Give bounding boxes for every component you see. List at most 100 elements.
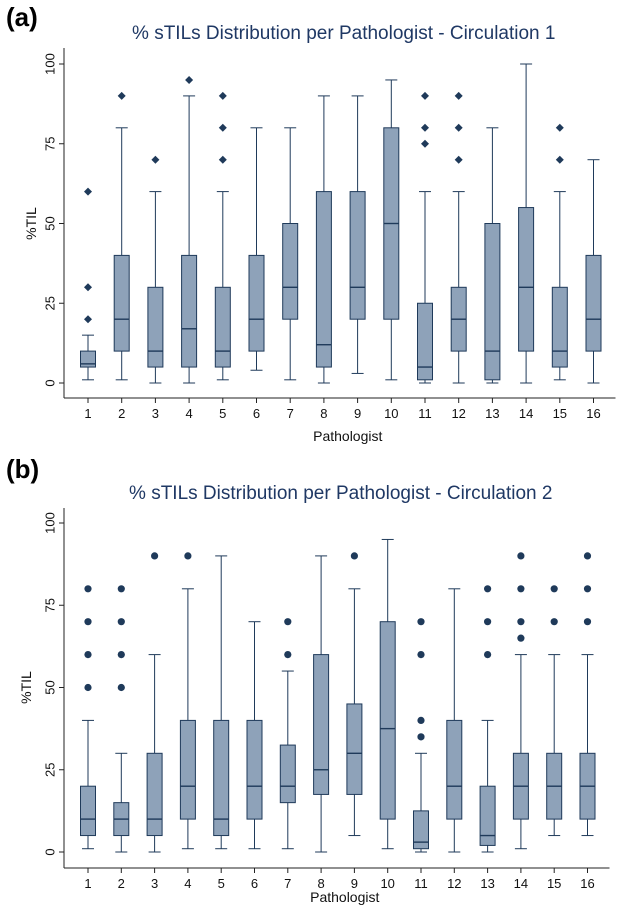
iqr-box xyxy=(484,223,501,381)
iqr-box xyxy=(446,719,463,820)
y-tick-label: 25 xyxy=(43,296,58,310)
box-group-pathologist-14: 14 xyxy=(518,63,535,421)
y-tick-label: 0 xyxy=(43,379,58,386)
iqr-box xyxy=(313,654,330,795)
outlier-point xyxy=(84,618,92,626)
x-tick-label: 2 xyxy=(118,876,125,891)
outlier-point xyxy=(218,123,227,132)
x-tick-label: 4 xyxy=(184,876,191,891)
iqr-box xyxy=(214,286,231,368)
x-tick-label: 12 xyxy=(451,406,465,421)
x-axis-label: Pathologist xyxy=(310,889,379,905)
y-tick-label: 100 xyxy=(43,53,58,75)
box-group-pathologist-14: 14 xyxy=(512,552,529,891)
box-group-pathologist-2: 2 xyxy=(113,585,130,891)
outlier-point xyxy=(185,75,194,84)
x-tick-label: 16 xyxy=(586,406,600,421)
x-tick-label: 4 xyxy=(185,406,192,421)
outlier-point xyxy=(84,315,92,324)
x-tick-label: 6 xyxy=(251,876,258,891)
iqr-box xyxy=(479,785,496,846)
box-group-pathologist-1: 1 xyxy=(80,187,96,421)
iqr-box xyxy=(518,207,535,352)
outlier-point xyxy=(454,91,463,100)
iqr-box xyxy=(379,621,396,820)
y-tick-label: 50 xyxy=(43,680,58,694)
outlier-point xyxy=(583,585,592,593)
iqr-box xyxy=(282,223,299,320)
x-tick-label: 10 xyxy=(384,406,398,421)
iqr-box xyxy=(80,785,96,837)
outlier-point xyxy=(517,552,525,560)
box-group-pathologist-13: 13 xyxy=(484,127,501,421)
iqr-box xyxy=(349,191,366,320)
y-tick-label: 75 xyxy=(43,598,58,612)
y-axis-label: %TIL xyxy=(23,207,39,240)
iqr-box xyxy=(248,254,265,352)
x-tick-label: 8 xyxy=(317,876,324,891)
outlier-point xyxy=(484,618,492,626)
box-group-pathologist-8: 8 xyxy=(313,555,330,891)
iqr-box xyxy=(179,719,196,820)
box-group-pathologist-3: 3 xyxy=(147,155,164,421)
iqr-box xyxy=(413,810,429,850)
outlier-point xyxy=(517,618,525,626)
box-group-pathologist-5: 5 xyxy=(214,91,231,421)
iqr-box xyxy=(585,254,602,352)
box-group-pathologist-3: 3 xyxy=(146,552,163,891)
y-tick-label: 75 xyxy=(43,137,58,151)
panel-label: (b) xyxy=(6,454,40,484)
box-group-pathologist-13: 13 xyxy=(479,585,496,891)
outlier-point xyxy=(454,155,463,164)
box-group-pathologist-8: 8 xyxy=(315,95,332,421)
outlier-point xyxy=(117,618,125,626)
outlier-point xyxy=(417,716,425,724)
x-tick-label: 2 xyxy=(118,406,125,421)
x-tick-label: 9 xyxy=(351,876,358,891)
iqr-box xyxy=(279,744,296,804)
outlier-point xyxy=(421,123,429,132)
box-group-pathologist-4: 4 xyxy=(181,75,198,421)
iqr-box xyxy=(146,752,163,837)
x-tick-label: 13 xyxy=(485,406,499,421)
box-group-pathologist-4: 4 xyxy=(179,552,196,891)
iqr-box xyxy=(315,191,332,368)
outlier-point xyxy=(84,187,92,196)
outlier-point xyxy=(218,91,227,100)
x-tick-label: 5 xyxy=(219,406,226,421)
boxplot-chart-a: % sTILs Distribution per Pathologist - C… xyxy=(23,23,616,444)
x-tick-label: 1 xyxy=(84,406,91,421)
iqr-box xyxy=(551,286,568,368)
outlier-point xyxy=(84,585,92,593)
y-tick-label: 25 xyxy=(43,763,58,777)
box-group-pathologist-2: 2 xyxy=(113,91,130,421)
box-group-pathologist-9: 9 xyxy=(346,552,363,891)
outlier-point xyxy=(550,585,558,593)
outlier-point xyxy=(151,155,160,164)
panel-label: (a) xyxy=(6,2,38,32)
box-group-pathologist-15: 15 xyxy=(546,585,563,891)
outlier-point xyxy=(350,552,358,560)
outlier-point xyxy=(454,123,463,132)
outlier-point xyxy=(555,155,564,164)
chart-panel-b: % sTILs Distribution per Pathologist - C… xyxy=(0,452,621,908)
box-group-pathologist-11: 11 xyxy=(417,91,433,421)
iqr-box xyxy=(147,286,164,368)
box-group-pathologist-9: 9 xyxy=(349,95,366,421)
y-axis-label: %TIL xyxy=(18,671,34,704)
outlier-point xyxy=(284,618,292,626)
iqr-box xyxy=(246,719,263,820)
x-tick-label: 15 xyxy=(547,876,561,891)
x-axis-label: Pathologist xyxy=(313,428,382,444)
x-tick-label: 14 xyxy=(514,876,528,891)
outlier-point xyxy=(117,91,126,100)
x-tick-label: 12 xyxy=(447,876,461,891)
outlier-point xyxy=(84,683,92,692)
iqr-box xyxy=(181,254,198,368)
x-tick-label: 7 xyxy=(284,876,291,891)
x-tick-label: 3 xyxy=(152,406,159,421)
box-group-pathologist-12: 12 xyxy=(446,588,463,891)
outlier-point xyxy=(117,585,125,593)
box-group-pathologist-1: 1 xyxy=(80,585,96,891)
outlier-point xyxy=(484,585,492,593)
